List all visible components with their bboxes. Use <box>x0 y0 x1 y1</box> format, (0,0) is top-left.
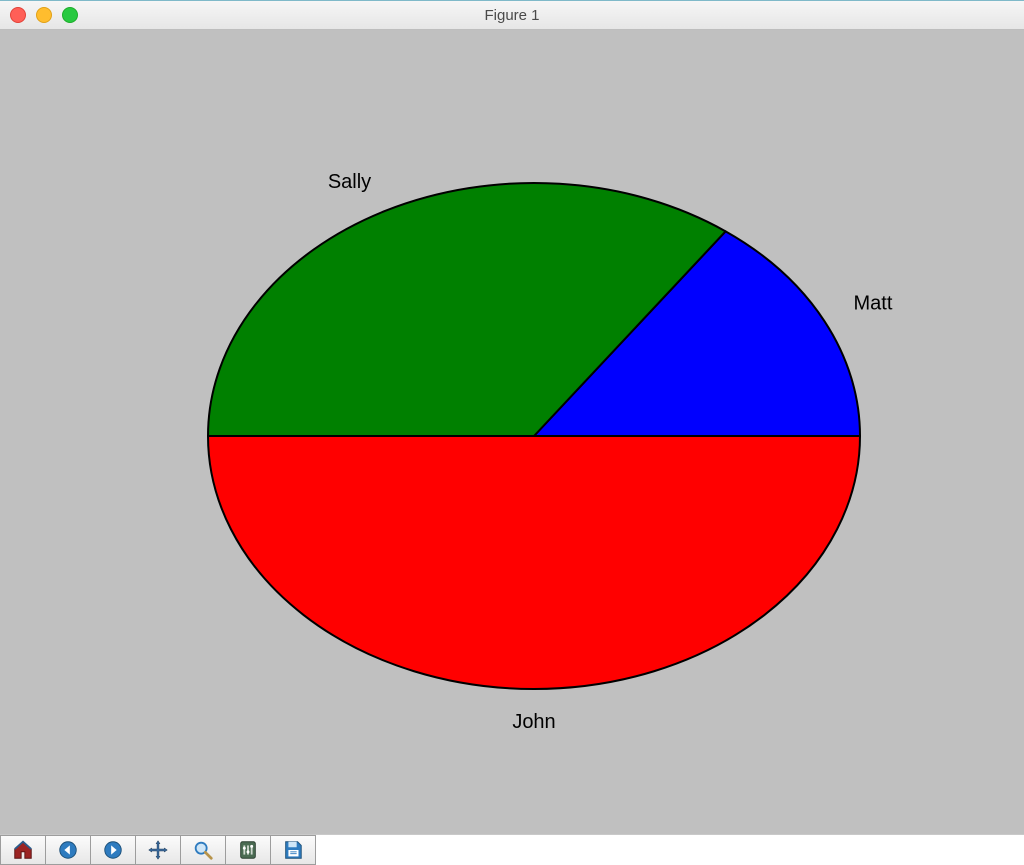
pan-button[interactable] <box>135 835 181 865</box>
window-titlebar: Figure 1 <box>0 0 1024 30</box>
pie-label-matt: Matt <box>854 293 893 315</box>
sliders-icon <box>235 839 261 861</box>
pie-label-john: John <box>512 711 555 733</box>
window-controls <box>10 7 78 23</box>
home-button[interactable] <box>0 835 46 865</box>
forward-icon <box>100 839 126 861</box>
home-icon <box>10 839 36 861</box>
back-button[interactable] <box>45 835 91 865</box>
back-icon <box>55 839 81 861</box>
pan-icon <box>145 839 171 861</box>
matplotlib-toolbar <box>0 834 1024 865</box>
zoom-button[interactable] <box>62 7 78 23</box>
zoom-to-rect-button[interactable] <box>180 835 226 865</box>
minimize-button[interactable] <box>36 7 52 23</box>
save-icon <box>280 839 306 861</box>
figure-canvas: Matt Sally John <box>0 30 1024 836</box>
configure-subplots-button[interactable] <box>225 835 271 865</box>
save-button[interactable] <box>270 835 316 865</box>
magnifier-icon <box>190 839 216 861</box>
pie-label-sally: Sally <box>328 171 371 193</box>
forward-button[interactable] <box>90 835 136 865</box>
pie-chart: Matt Sally John <box>0 30 1024 836</box>
window-title: Figure 1 <box>484 7 539 24</box>
close-button[interactable] <box>10 7 26 23</box>
